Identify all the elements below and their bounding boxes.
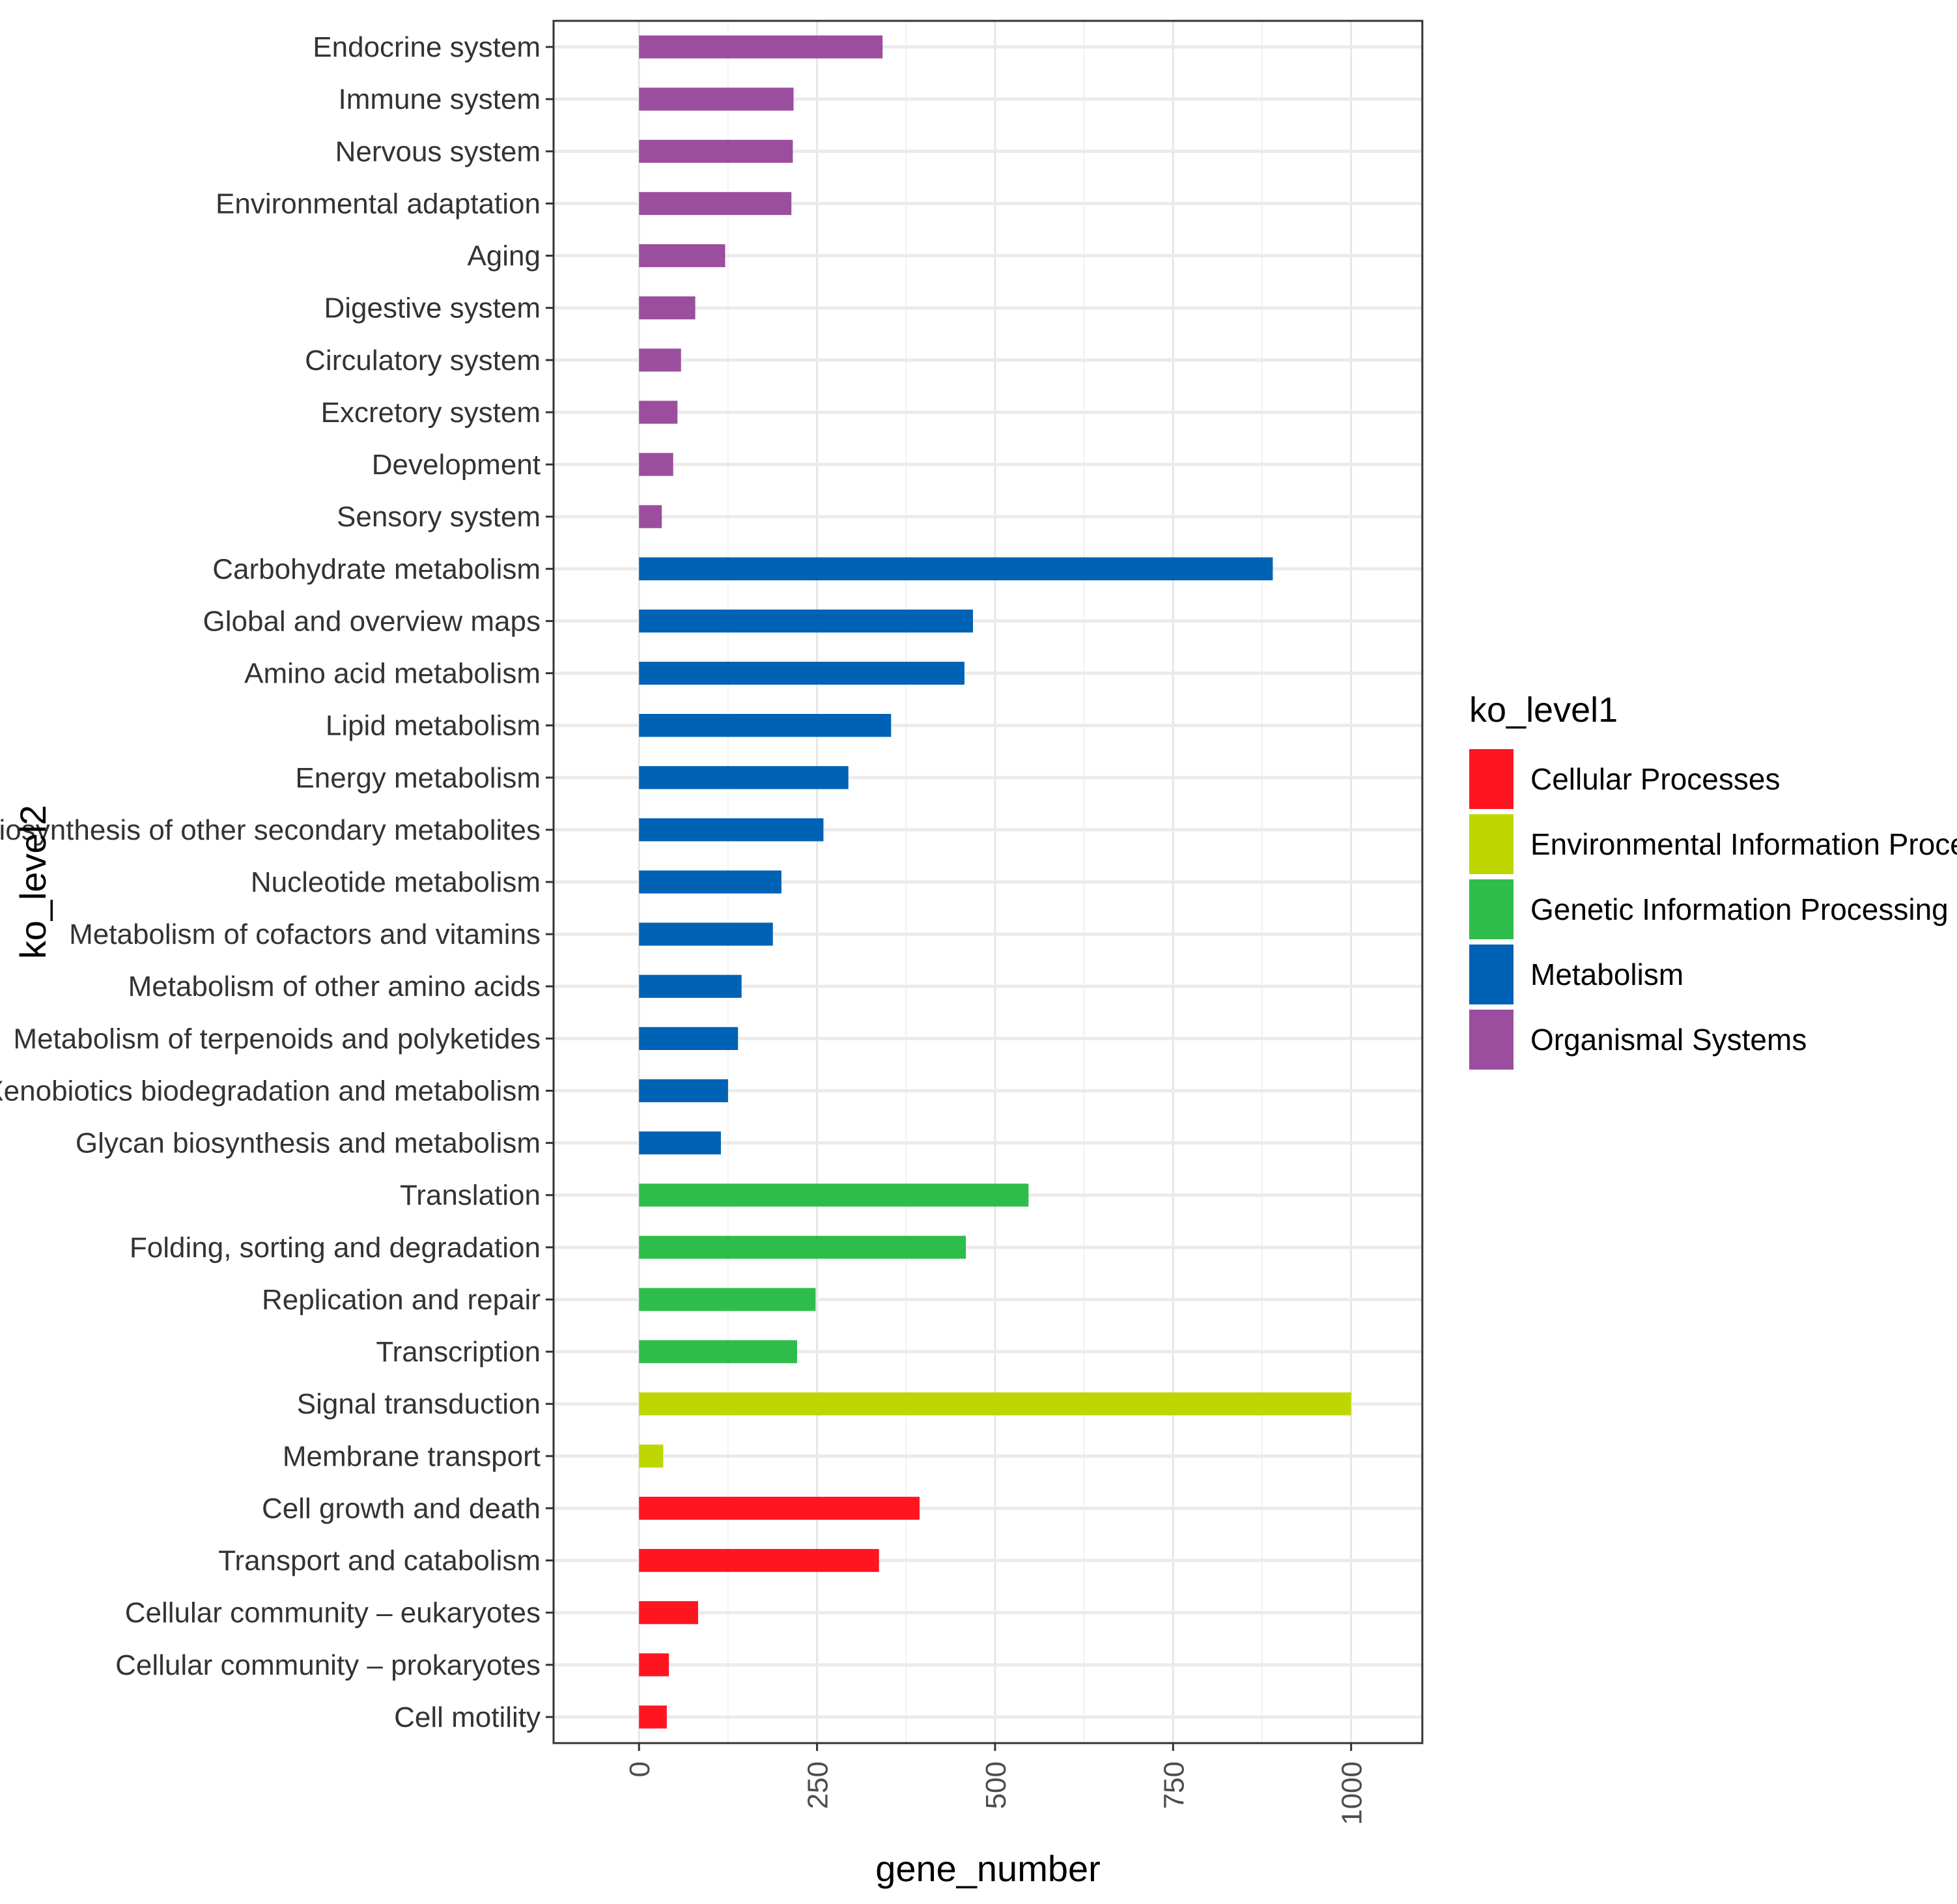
legend-label: Genetic Information Processing [1530,892,1949,926]
bar [639,1027,739,1050]
y-tick-label: Circulatory system [305,345,541,377]
bar [639,661,964,685]
legend-key [1469,814,1514,874]
bar [639,87,794,111]
y-tick-label: Lipid metabolism [326,710,541,742]
y-tick-label: Replication and repair [262,1284,541,1316]
y-tick-label: Aging [467,240,541,272]
y-tick-label: Cell growth and death [262,1492,541,1524]
y-tick-label: Cell motility [394,1701,541,1733]
bar [639,922,773,946]
y-tick-label: Cellular community – prokaryotes [115,1649,541,1681]
bar [639,1236,966,1259]
y-tick-label: Endocrine system [313,31,541,63]
x-tick-label: 500 [980,1761,1012,1809]
bar [639,766,849,789]
bar [639,453,673,476]
legend-title: ko_level1 [1469,690,1618,730]
bar [639,1496,920,1520]
legend-key [1469,945,1514,1004]
bar [639,1548,879,1572]
bar [639,1184,1029,1207]
bar [639,296,696,320]
x-axis: 0 250 500 750 1000 [624,1743,1368,1825]
y-tick-label: Immune system [338,83,541,115]
bar [639,870,781,894]
y-tick-label: Digestive system [324,292,541,324]
y-tick-label: Carbohydrate metabolism [212,553,541,585]
legend-key [1469,879,1514,939]
x-tick-label: 0 [624,1761,656,1777]
x-tick-label: 1000 [1336,1761,1368,1825]
y-tick-label: Transcription [376,1336,541,1368]
y-tick-label: Development [372,449,541,481]
x-axis-title: gene_number [875,1848,1101,1889]
bar [639,1601,698,1625]
x-tick-label: 750 [1158,1761,1190,1809]
bar [639,818,824,842]
y-tick-label: Sensory system [337,501,541,533]
x-tick-label: 250 [802,1761,834,1809]
y-tick-label: Metabolism of cofactors and vitamins [69,918,541,950]
y-tick-label: Nervous system [335,135,541,167]
y-tick-label: Glycan biosynthesis and metabolism [76,1128,541,1159]
bar [639,1705,667,1729]
y-tick-label: Nucleotide metabolism [251,866,541,898]
bar [639,557,1273,580]
legend-label: Cellular Processes [1530,762,1780,796]
y-tick-label: Metabolism of terpenoids and polyketides [13,1023,541,1055]
bar [639,714,892,737]
y-tick-label: Energy metabolism [295,762,541,794]
bar [639,244,725,268]
bar [639,401,678,424]
bar [639,1340,797,1363]
bar [639,1444,664,1468]
grid-lines [554,21,1422,1743]
y-tick-label: Global and overview maps [203,605,541,637]
bar [639,348,681,372]
bar [639,1288,816,1311]
y-axis: Endocrine system Immune system Nervous sys… [0,31,554,1733]
y-tick-label: Metabolism of other amino acids [128,971,541,1002]
y-tick-label: Cellular community – eukaryotes [125,1597,541,1629]
y-tick-label: Signal transduction [297,1388,541,1420]
bar [639,1131,721,1155]
bar [639,505,662,528]
y-tick-label: Membrane transport [283,1440,541,1472]
bar [639,1079,728,1103]
legend-key [1469,1010,1514,1070]
y-tick-label: Biosynthesis of other secondary metaboli… [0,814,541,846]
legend-label: Organismal Systems [1530,1023,1807,1057]
bar [639,35,883,59]
bar [639,1392,1351,1415]
bar [639,974,742,998]
bar [639,192,792,216]
y-tick-label: Translation [400,1180,541,1212]
legend-label: Metabolism [1530,958,1683,991]
bar [639,1653,669,1677]
bar [639,139,793,163]
y-tick-label: Transport and catabolism [218,1545,541,1577]
bar [639,609,974,633]
y-tick-label: Amino acid metabolism [244,658,541,690]
bars [639,35,1351,1729]
y-axis-title: ko_level2 [12,805,53,959]
y-tick-label: Xenobiotics biodegradation and metabolis… [0,1075,541,1107]
y-tick-label: Excretory system [321,397,541,429]
y-tick-label: Folding, sorting and degradation [130,1232,541,1264]
legend-key [1469,749,1514,809]
y-tick-label: Environmental adaptation [216,188,541,220]
legend-label: Environmental Information Processing [1530,827,1957,861]
legend: ko_level1 Cellular Processes Environmenta… [1469,690,1957,1070]
